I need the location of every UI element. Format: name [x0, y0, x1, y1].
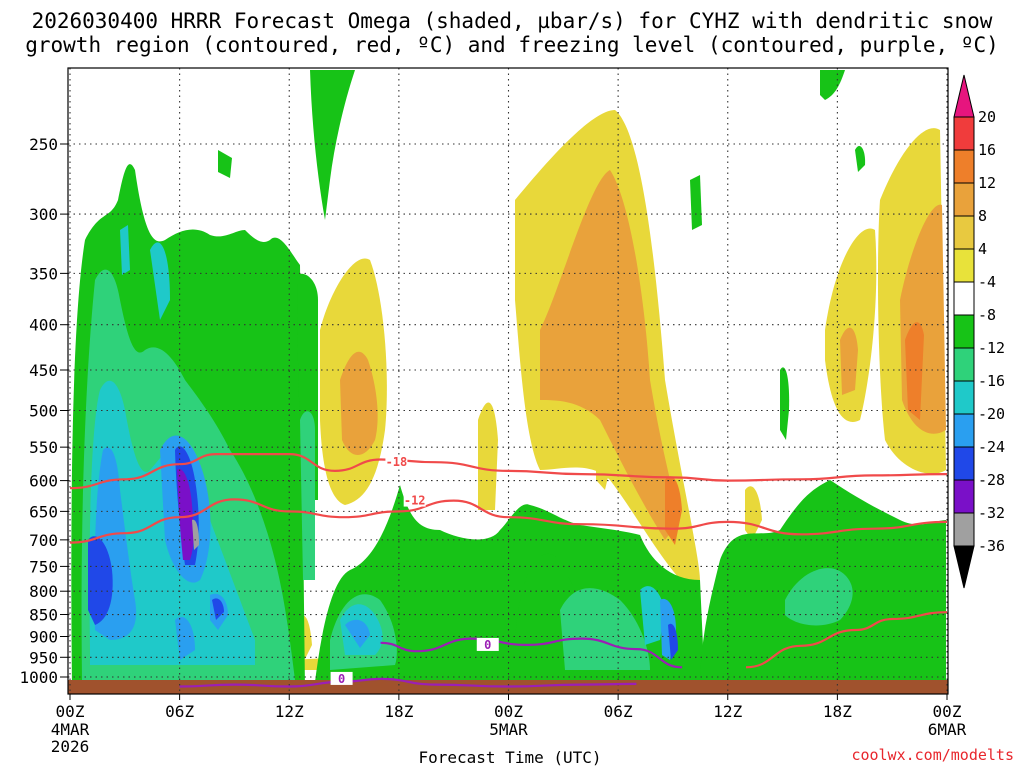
gray-region — [192, 519, 199, 550]
y-tick-label: 700 — [29, 531, 58, 550]
y-tick-label: 850 — [29, 606, 58, 625]
y-tick-label: 650 — [29, 502, 58, 521]
grid — [68, 68, 948, 694]
contour-line--12 — [69, 498, 948, 544]
y-tick-label: 400 — [29, 316, 58, 335]
colorbar-top-arrow — [953, 74, 975, 118]
contour-label-bg — [403, 493, 426, 507]
colorbar-swatch — [953, 413, 975, 448]
x-tick-label: 00Z — [933, 702, 962, 721]
colorbar-label: 8 — [978, 207, 987, 225]
y-axis-ticks: 250 300 350 400 450 500 550 600 650 700 750 800 850 9… — [19, 135, 68, 687]
contour-line-warm-layer — [745, 611, 948, 669]
x-tick-label: 06Z — [165, 702, 194, 721]
colorbar-swatch — [953, 314, 975, 349]
colorbar-label: 20 — [978, 108, 996, 126]
colorbar-swatch — [953, 380, 975, 415]
x-tick-label: 06Z — [604, 702, 633, 721]
x-tick-label: 18Z — [384, 702, 413, 721]
colorbar-swatch — [953, 446, 975, 481]
colorbar-label: -16 — [978, 372, 1005, 390]
colorbar-label: -36 — [978, 537, 1005, 555]
contour-label: 0 — [484, 638, 491, 652]
colorbar-label: -4 — [978, 273, 996, 291]
colorbar-label: -32 — [978, 504, 1005, 522]
colorbar-label: 12 — [978, 174, 996, 192]
colorbar-swatch — [953, 215, 975, 250]
contour-layer: -18 -12 0 0 — [69, 452, 948, 688]
colorbar-label: 16 — [978, 141, 996, 159]
y-tick-label: 450 — [29, 361, 58, 380]
contour-label-bg — [385, 455, 408, 469]
y-tick-label: 550 — [29, 438, 58, 457]
contour-label-bg — [476, 637, 499, 651]
colorbar-label: -28 — [978, 471, 1005, 489]
x-tick-label: 00Z — [56, 702, 85, 721]
contour-label: 0 — [338, 672, 345, 686]
contour-label: -18 — [386, 455, 408, 469]
x-tick-date: 6MAR — [928, 720, 967, 739]
y-tick-label: 500 — [29, 402, 58, 421]
colorbar-swatch — [953, 479, 975, 514]
y-tick-label: 250 — [29, 135, 58, 154]
x-tick-label: 12Z — [713, 702, 742, 721]
colorbar-label: -24 — [978, 438, 1005, 456]
y-tick-label: 800 — [29, 582, 58, 601]
purple-region — [177, 469, 194, 560]
contour-label: -12 — [404, 494, 426, 508]
y-tick-label: 950 — [29, 648, 58, 667]
x-tick-date: 5MAR — [489, 720, 528, 739]
colorbar: 20 16 12 8 4 -4 -8 -12 -16 -20 -24 -28 -32 -36 — [953, 74, 1005, 589]
contour-label-bg — [330, 671, 353, 685]
x-tick-year: 2026 — [51, 737, 90, 756]
colorbar-swatch — [953, 347, 975, 382]
contour-line-0-low — [179, 677, 637, 688]
y-tick-label: 1000 — [19, 668, 58, 687]
y-tick-label: 750 — [29, 557, 58, 576]
y-tick-label: 600 — [29, 472, 58, 491]
colorbar-label: 4 — [978, 240, 987, 258]
chart-title: 2026030400 HRRR Forecast Omega (shaded, … — [32, 9, 993, 33]
x-tick-date: 4MAR — [51, 720, 90, 739]
colorbar-label: -20 — [978, 405, 1005, 423]
colorbar-swatch — [953, 149, 975, 184]
orange-region — [340, 170, 946, 540]
x-tick-label: 00Z — [494, 702, 523, 721]
y-tick-label: 300 — [29, 205, 58, 224]
contour-line-0 — [380, 637, 683, 669]
colorbar-swatch — [953, 512, 975, 547]
colorbar-label: -8 — [978, 306, 996, 324]
contour-line--18 — [69, 452, 948, 490]
colorbar-swatch — [953, 248, 975, 283]
x-tick-label: 18Z — [823, 702, 852, 721]
y-tick-label: 350 — [29, 264, 58, 283]
colorbar-swatch — [953, 182, 975, 217]
colorbar-label: -12 — [978, 339, 1005, 357]
x-axis-label: Forecast Time (UTC) — [418, 748, 601, 767]
colorbar-swatch — [953, 116, 975, 151]
colorbar-swatch — [953, 281, 975, 316]
shading-layer — [71, 70, 946, 686]
chart-subtitle: growth region (contoured, red, ºC) and f… — [25, 33, 999, 57]
x-tick-label: 12Z — [275, 702, 304, 721]
colorbar-bottom-arrow — [953, 545, 975, 589]
credit-text[interactable]: coolwx.com/modelts — [851, 746, 1014, 764]
y-tick-label: 900 — [29, 627, 58, 646]
